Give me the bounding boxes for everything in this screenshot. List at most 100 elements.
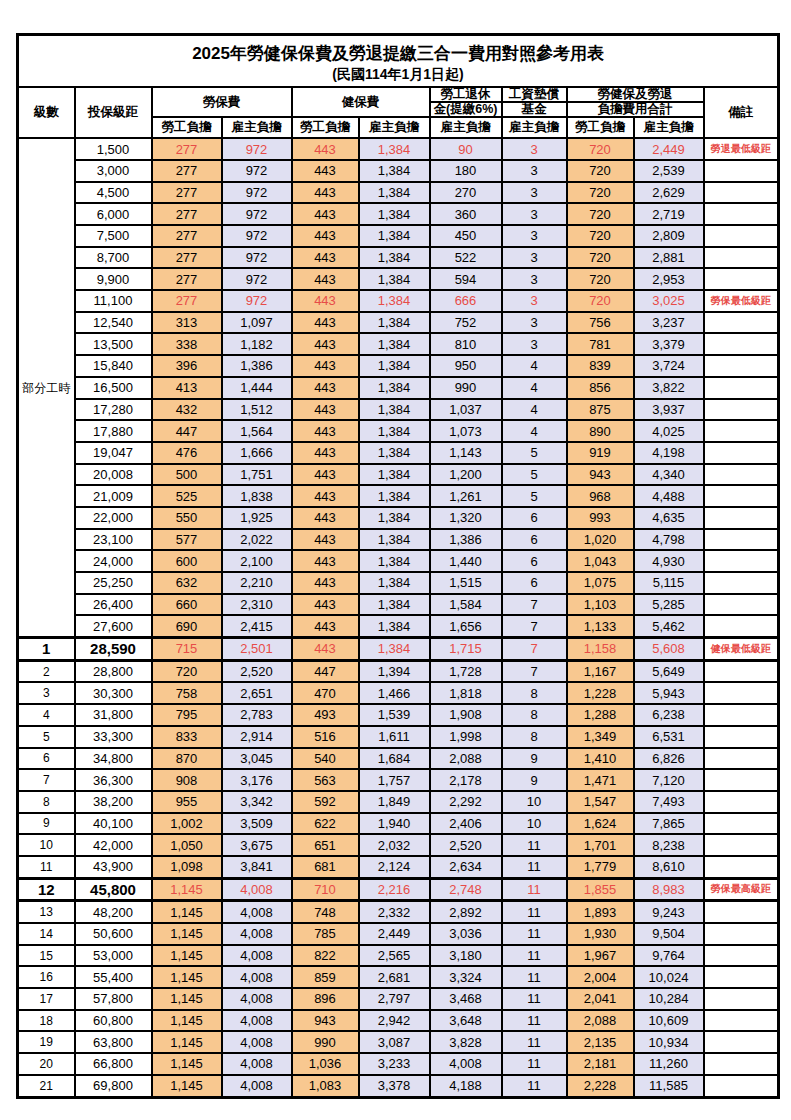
cell-total-employer: 3,937 xyxy=(634,399,704,421)
cell-bracket: 33,300 xyxy=(75,726,152,748)
title-row: 2025年勞健保保費及勞退提繳三合一費用對照參考用表 (民國114年1月1日起) xyxy=(18,35,779,88)
cell-fund-employer: 3 xyxy=(502,333,567,355)
cell-bracket: 3,000 xyxy=(75,160,152,182)
cell-fund-employer: 11 xyxy=(502,901,567,923)
cell-level: 21 xyxy=(18,1075,75,1097)
table-row: 431,8007952,7834931,5391,90881,2886,238 xyxy=(18,704,779,726)
cell-labor-employer: 3,841 xyxy=(222,856,292,878)
table-body: 部分工時1,5002779724431,3849037202,449勞退最低級距… xyxy=(18,138,779,1097)
cell-total-employer: 6,238 xyxy=(634,704,704,726)
cell-health-employee: 710 xyxy=(292,878,359,901)
cell-pension-employer: 4,008 xyxy=(430,1053,502,1075)
cell-bracket: 48,200 xyxy=(75,901,152,923)
cell-bracket: 7,500 xyxy=(75,225,152,247)
cell-fund-employer: 7 xyxy=(502,615,567,637)
cell-total-employer: 2,539 xyxy=(634,160,704,182)
cell-pension-employer: 1,143 xyxy=(430,442,502,464)
cell-labor-employee: 720 xyxy=(152,660,222,682)
cell-health-employer: 1,384 xyxy=(359,615,430,637)
cell-health-employee: 1,036 xyxy=(292,1053,359,1075)
table-row: 228,8007202,5204471,3941,72871,1675,649 xyxy=(18,660,779,682)
cell-bracket: 19,047 xyxy=(75,442,152,464)
cell-note xyxy=(704,399,779,421)
cell-fund-employer: 11 xyxy=(502,945,567,967)
cell-total-employer: 3,237 xyxy=(634,312,704,334)
cell-bracket: 50,600 xyxy=(75,923,152,945)
cell-pension-employer: 360 xyxy=(430,203,502,225)
cell-health-employer: 1,384 xyxy=(359,203,430,225)
header-note: 備註 xyxy=(704,87,779,138)
cell-labor-employer: 1,097 xyxy=(222,312,292,334)
cell-fund-employer: 7 xyxy=(502,638,567,661)
cell-total-employee: 1,624 xyxy=(567,813,634,835)
cell-health-employer: 2,449 xyxy=(359,923,430,945)
cell-note xyxy=(704,442,779,464)
cell-total-employee: 1,103 xyxy=(567,594,634,616)
cell-labor-employer: 2,210 xyxy=(222,572,292,594)
cell-pension-employer: 3,180 xyxy=(430,945,502,967)
cell-labor-employer: 4,008 xyxy=(222,1053,292,1075)
cell-total-employee: 1,547 xyxy=(567,791,634,813)
cell-fund-employer: 6 xyxy=(502,572,567,594)
cell-pension-employer: 2,178 xyxy=(430,769,502,791)
cell-fund-employer: 7 xyxy=(502,660,567,682)
cell-total-employee: 720 xyxy=(567,182,634,204)
cell-fund-employer: 3 xyxy=(502,247,567,269)
cell-labor-employee: 660 xyxy=(152,594,222,616)
cell-labor-employer: 2,651 xyxy=(222,682,292,704)
cell-level: 4 xyxy=(18,704,75,726)
table-row: 25,2506322,2104431,3841,51561,0755,115 xyxy=(18,572,779,594)
cell-note: 勞退最低級距 xyxy=(704,138,779,160)
cell-health-employee: 443 xyxy=(292,638,359,661)
cell-health-employee: 748 xyxy=(292,901,359,923)
cell-total-employer: 5,608 xyxy=(634,638,704,661)
cell-level: 5 xyxy=(18,726,75,748)
cell-health-employer: 1,940 xyxy=(359,813,430,835)
cell-pension-employer: 2,634 xyxy=(430,856,502,878)
table-row: 1860,8001,1454,0089432,9423,648112,08810… xyxy=(18,1010,779,1032)
cell-bracket: 8,700 xyxy=(75,247,152,269)
cell-note xyxy=(704,247,779,269)
cell-health-employee: 443 xyxy=(292,160,359,182)
cell-health-employer: 1,757 xyxy=(359,769,430,791)
table-row: 2169,8001,1454,0081,0833,3784,188112,228… xyxy=(18,1075,779,1097)
cell-total-employer: 3,379 xyxy=(634,333,704,355)
cell-health-employee: 443 xyxy=(292,572,359,594)
cell-labor-employer: 4,008 xyxy=(222,1031,292,1053)
cell-note xyxy=(704,1010,779,1032)
cell-total-employee: 856 xyxy=(567,377,634,399)
cell-note xyxy=(704,464,779,486)
cell-pension-employer: 752 xyxy=(430,312,502,334)
cell-fund-employer: 9 xyxy=(502,748,567,770)
cell-note xyxy=(704,333,779,355)
cell-labor-employer: 4,008 xyxy=(222,901,292,923)
cell-level: 10 xyxy=(18,834,75,856)
cell-total-employee: 1,075 xyxy=(567,572,634,594)
cell-bracket: 26,400 xyxy=(75,594,152,616)
cell-bracket: 17,280 xyxy=(75,399,152,421)
cell-labor-employer: 1,838 xyxy=(222,485,292,507)
cell-fund-employer: 7 xyxy=(502,594,567,616)
cell-health-employer: 1,384 xyxy=(359,420,430,442)
cell-fund-employer: 10 xyxy=(502,813,567,835)
table-title: 2025年勞健保保費及勞退提繳三合一費用對照參考用表 xyxy=(19,40,777,67)
cell-health-employer: 1,384 xyxy=(359,399,430,421)
cell-labor-employer: 972 xyxy=(222,203,292,225)
cell-note xyxy=(704,203,779,225)
cell-health-employer: 1,384 xyxy=(359,377,430,399)
subheader-health-employer: 雇主負擔 xyxy=(359,117,430,138)
cell-labor-employee: 908 xyxy=(152,769,222,791)
cell-pension-employer: 450 xyxy=(430,225,502,247)
cell-total-employer: 3,822 xyxy=(634,377,704,399)
table-row: 23,1005772,0224431,3841,38661,0204,798 xyxy=(18,529,779,551)
cell-fund-employer: 3 xyxy=(502,290,567,312)
cell-health-employer: 2,032 xyxy=(359,834,430,856)
cell-labor-employer: 1,751 xyxy=(222,464,292,486)
cell-note xyxy=(704,182,779,204)
cell-labor-employee: 795 xyxy=(152,704,222,726)
cell-health-employee: 990 xyxy=(292,1031,359,1053)
table-row: 1963,8001,1454,0089903,0873,828112,13510… xyxy=(18,1031,779,1053)
cell-fund-employer: 9 xyxy=(502,769,567,791)
cell-pension-employer: 3,324 xyxy=(430,966,502,988)
cell-bracket: 13,500 xyxy=(75,333,152,355)
